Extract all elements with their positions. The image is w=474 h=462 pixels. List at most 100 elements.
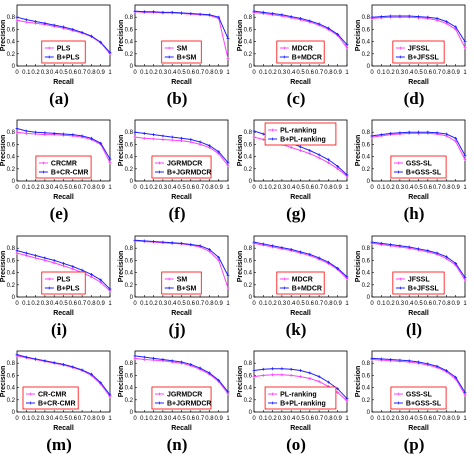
x-tick-label: 0.6 <box>306 416 315 422</box>
chart-svg: 0 0.1 0.2 0.3 0.4 0.5 0.6 0.7 0.8 0.9 100.20.40.60… <box>0 4 112 86</box>
data-point <box>454 136 458 140</box>
data-point <box>389 132 392 135</box>
data-point <box>435 131 439 135</box>
data-point <box>317 256 321 260</box>
chart-panel: 0 0.1 0.2 0.3 0.4 0.5 0.6 0.7 0.8 0.9 1 0 0.2 0.4 0.6 0… <box>355 115 473 230</box>
y-tick-label: 0 <box>367 410 371 416</box>
y-tick-label: 0.6 <box>125 142 134 148</box>
x-tick-label: 0.6 <box>306 70 315 76</box>
y-tick-label: 0.4 <box>362 386 371 392</box>
y-tick-label: 0.4 <box>7 40 16 46</box>
x-tick-label: 0.1 <box>140 70 149 76</box>
data-point <box>52 132 56 135</box>
x-tick-label: 1 <box>108 70 112 76</box>
x-tick-label: 1 <box>463 70 467 76</box>
data-point <box>133 356 137 360</box>
legend-label: B+JGRMDCR <box>167 401 212 408</box>
legend-marker <box>167 277 171 281</box>
data-point <box>317 153 321 157</box>
x-axis-title: Recall <box>408 194 429 201</box>
x-tick-label: 0.3 <box>396 185 405 191</box>
y-tick-label: 0 <box>249 179 253 185</box>
data-point <box>336 167 340 171</box>
x-axis-title: Recall <box>53 79 74 86</box>
y-tick-label: 0.4 <box>362 271 371 277</box>
x-tick-label: 0.5 <box>59 70 68 76</box>
y-tick-label: 0 <box>367 295 371 301</box>
data-point <box>152 356 155 360</box>
data-point <box>80 368 84 372</box>
data-point <box>180 136 183 140</box>
x-tick-label: 0.9 <box>452 185 461 191</box>
x-tick-label: 0.5 <box>414 416 423 422</box>
legend-marker <box>397 170 400 174</box>
data-point <box>289 248 293 251</box>
data-point <box>445 255 448 259</box>
legend-marker <box>167 286 171 290</box>
x-tick-label: 0.9 <box>334 185 343 191</box>
legend-label: PLS <box>57 277 71 284</box>
data-point <box>161 358 165 361</box>
data-point <box>170 241 174 245</box>
data-point <box>217 259 221 262</box>
data-point <box>271 373 274 377</box>
data-point <box>217 15 221 19</box>
data-point <box>198 143 202 146</box>
legend-label: CRCMR <box>51 161 77 168</box>
data-point <box>15 18 19 22</box>
x-tick-label: 0 <box>370 301 374 307</box>
series-line <box>253 10 348 45</box>
legend-label: JFSSL <box>408 46 431 53</box>
x-tick-label: 0.4 <box>50 301 59 307</box>
legend-box <box>264 122 337 146</box>
data-point <box>198 366 202 370</box>
x-tick-label: 0.9 <box>97 70 106 76</box>
data-point <box>142 132 146 135</box>
data-point <box>24 254 28 257</box>
data-point <box>217 150 221 154</box>
data-point <box>52 23 56 27</box>
legend-label: PL-ranking <box>280 128 317 135</box>
x-tick-label: 0 <box>133 185 137 191</box>
x-tick-label: 0.2 <box>386 416 395 422</box>
legend-marker <box>167 55 171 59</box>
data-point <box>261 374 265 377</box>
data-point <box>90 34 93 38</box>
data-point <box>370 134 374 138</box>
data-point <box>271 12 274 15</box>
data-point <box>226 161 230 165</box>
x-tick-label: 0.8 <box>324 301 333 307</box>
legend-marker <box>47 286 51 290</box>
y-tick-label: 0 <box>130 64 134 70</box>
data-point <box>217 378 221 382</box>
x-tick-label: 0.4 <box>168 185 177 191</box>
x-tick-label: 1 <box>345 416 349 422</box>
x-tick-label: 0.3 <box>278 301 287 307</box>
y-tick-label: 0.4 <box>244 155 253 161</box>
x-tick-label: 0.5 <box>296 185 305 191</box>
y-tick-label: 0.6 <box>244 27 253 33</box>
data-point <box>43 21 47 25</box>
data-point <box>152 240 155 243</box>
x-tick-label: 0.5 <box>296 416 305 422</box>
data-point <box>398 244 402 248</box>
y-tick-label: 0.2 <box>125 52 134 58</box>
data-point <box>345 397 349 400</box>
y-tick-label: 0.6 <box>244 258 253 264</box>
chart-svg: 0 0.1 0.2 0.3 0.4 0.5 0.6 0.7 0.8 0.9 100.20.40.60… <box>237 350 349 432</box>
x-tick-label: 0 <box>370 70 374 76</box>
chart-svg: 0 0.1 0.2 0.3 0.4 0.5 0.6 0.7 0.8 0.9 100.20.40.60… <box>118 235 230 317</box>
legend-box <box>264 386 337 410</box>
x-tick-label: 0.3 <box>396 301 405 307</box>
x-tick-label: 0.8 <box>87 416 96 422</box>
data-point <box>99 278 103 282</box>
x-tick-label: 0.2 <box>149 416 158 422</box>
chart-panel: 0 0.1 0.2 0.3 0.4 0.5 0.6 0.7 0.8 0.9 1 0 0.2 0.4 0.6 0… <box>355 231 473 346</box>
x-axis-title: Recall <box>408 310 429 317</box>
data-point <box>71 267 75 271</box>
data-point <box>463 393 467 397</box>
data-point <box>24 20 28 24</box>
data-point <box>370 356 374 360</box>
x-tick-label: 0.6 <box>187 70 196 76</box>
legend-label: B+JFSSL <box>408 286 440 293</box>
